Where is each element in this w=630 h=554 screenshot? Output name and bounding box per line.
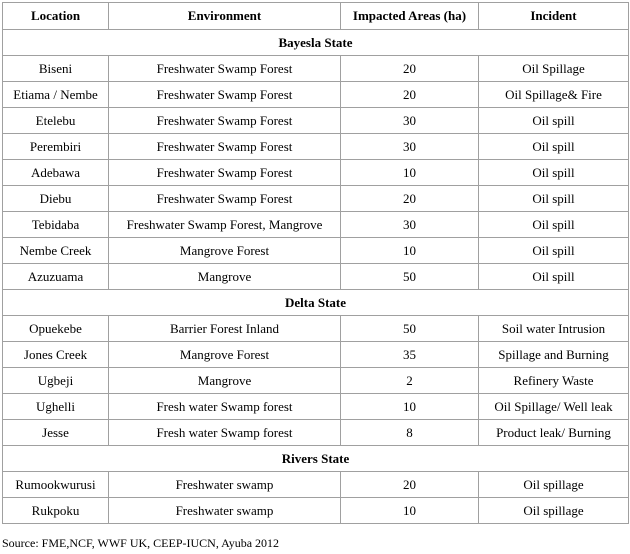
cell: Mangrove [108, 263, 341, 290]
cell: Jesse [2, 419, 109, 446]
section-row: Delta State [2, 289, 629, 316]
cell: Jones Creek [2, 341, 109, 368]
cell: 30 [340, 107, 479, 134]
cell: Rukpoku [2, 497, 109, 524]
cell: 30 [340, 133, 479, 160]
cell: Oil spill [478, 133, 629, 160]
cell: 50 [340, 315, 479, 342]
column-header: Environment [108, 2, 341, 30]
cell: Product leak/ Burning [478, 419, 629, 446]
cell: Fresh water Swamp forest [108, 393, 341, 420]
cell: Freshwater Swamp Forest [108, 185, 341, 212]
cell: Mangrove [108, 367, 341, 394]
cell: Freshwater Swamp Forest, Mangrove [108, 211, 341, 238]
cell: Freshwater Swamp Forest [108, 107, 341, 134]
cell: Freshwater swamp [108, 497, 341, 524]
cell: Freshwater Swamp Forest [108, 55, 341, 82]
column-header: Incident [478, 2, 629, 30]
cell: Oil spill [478, 211, 629, 238]
cell: Oil spill [478, 107, 629, 134]
cell: Adebawa [2, 159, 109, 186]
cell: 20 [340, 185, 479, 212]
data-row: Perembiri Freshwater Swamp Forest 30 Oil sp… [2, 133, 629, 160]
section-row: Rivers State [2, 445, 629, 472]
section-title: Rivers State [2, 445, 629, 472]
cell: Biseni [2, 55, 109, 82]
cell: 10 [340, 393, 479, 420]
cell: 8 [340, 419, 479, 446]
header-row: Location Environment Impacted Areas (ha) In… [2, 2, 629, 30]
cell: 20 [340, 471, 479, 498]
cell: 50 [340, 263, 479, 290]
cell: Barrier Forest Inland [108, 315, 341, 342]
cell: Freshwater Swamp Forest [108, 133, 341, 160]
cell: Tebidaba [2, 211, 109, 238]
cell: 35 [340, 341, 479, 368]
data-row: Etiama / Nembe Freshwater Swamp Forest 20 O… [2, 81, 629, 108]
cell: Fresh water Swamp forest [108, 419, 341, 446]
cell: Oil Spillage/ Well leak [478, 393, 629, 420]
data-row: Rumookwurusi Freshwater swamp 20 Oil spilla… [2, 471, 629, 498]
cell: Mangrove Forest [108, 237, 341, 264]
data-row: Jones Creek Mangrove Forest 35 Spillage and… [2, 341, 629, 368]
data-row: Adebawa Freshwater Swamp Forest 10 Oil spil… [2, 159, 629, 186]
cell: Nembe Creek [2, 237, 109, 264]
cell: Oil Spillage& Fire [478, 81, 629, 108]
cell: Ughelli [2, 393, 109, 420]
cell: Freshwater Swamp Forest [108, 159, 341, 186]
cell: Spillage and Burning [478, 341, 629, 368]
cell: Etiama / Nembe [2, 81, 109, 108]
cell: Opuekebe [2, 315, 109, 342]
cell: 10 [340, 497, 479, 524]
cell: Ugbeji [2, 367, 109, 394]
cell: Perembiri [2, 133, 109, 160]
data-row: Jesse Fresh water Swamp forest 8 Product le… [2, 419, 629, 446]
cell: Oil spillage [478, 497, 629, 524]
cell: Soil water Intrusion [478, 315, 629, 342]
cell: 2 [340, 367, 479, 394]
cell: Oil spill [478, 237, 629, 264]
data-row: Rukpoku Freshwater swamp 10 Oil spillage [2, 497, 629, 524]
data-row: Biseni Freshwater Swamp Forest 20 Oil Spill… [2, 55, 629, 82]
column-header: Impacted Areas (ha) [340, 2, 479, 30]
cell: Oil spillage [478, 471, 629, 498]
data-row: Diebu Freshwater Swamp Forest 20 Oil spill [2, 185, 629, 212]
cell: 10 [340, 237, 479, 264]
cell: Oil spill [478, 185, 629, 212]
cell: 30 [340, 211, 479, 238]
cell: 20 [340, 81, 479, 108]
column-header: Location [2, 2, 109, 30]
cell: Mangrove Forest [108, 341, 341, 368]
cell: Oil spill [478, 159, 629, 186]
cell: Freshwater Swamp Forest [108, 81, 341, 108]
data-row: Azuzuama Mangrove 50 Oil spill [2, 263, 629, 290]
section-title: Bayesla State [2, 29, 629, 56]
data-row: Etelebu Freshwater Swamp Forest 30 Oil spil… [2, 107, 629, 134]
data-row: Tebidaba Freshwater Swamp Forest, Mangrov… [2, 211, 629, 238]
cell: Refinery Waste [478, 367, 629, 394]
section-title: Delta State [2, 289, 629, 316]
impact-table: Location Environment Impacted Areas (ha) In… [2, 2, 629, 524]
cell: Azuzuama [2, 263, 109, 290]
data-row: Ugbeji Mangrove 2 Refinery Waste [2, 367, 629, 394]
cell: 10 [340, 159, 479, 186]
cell: Oil spill [478, 263, 629, 290]
data-row: Opuekebe Barrier Forest Inland 50 Soil wate… [2, 315, 629, 342]
cell: Etelebu [2, 107, 109, 134]
cell: 20 [340, 55, 479, 82]
cell: Freshwater swamp [108, 471, 341, 498]
cell: Oil Spillage [478, 55, 629, 82]
data-row: Nembe Creek Mangrove Forest 10 Oil spill [2, 237, 629, 264]
section-row: Bayesla State [2, 29, 629, 56]
source-note: Source: FME,NCF, WWF UK, CEEP-IUCN, Ayub… [2, 536, 280, 550]
data-row: Ughelli Fresh water Swamp forest 10 Oil Spi… [2, 393, 629, 420]
cell: Diebu [2, 185, 109, 212]
cell: Rumookwurusi [2, 471, 109, 498]
